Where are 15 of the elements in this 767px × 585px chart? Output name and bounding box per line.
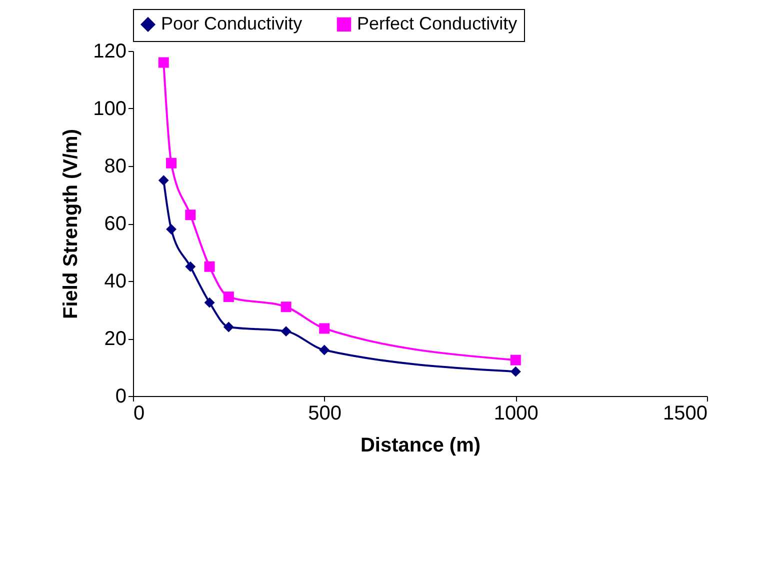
x-tick-label: 500 [308,402,342,424]
y-tick-label: 40 [104,270,126,292]
y-tick-label: 60 [104,213,126,235]
legend-label: Perfect Conductivity [357,13,518,34]
x-tick-label: 1500 [663,402,708,424]
x-axis-title: Distance (m) [360,434,481,456]
y-tick-label: 0 [115,386,126,408]
y-tick-label: 80 [104,156,126,178]
x-tick-label: 0 [134,402,145,424]
y-axis-title: Field Strength (V/m) [60,129,82,319]
x-tick-label: 1000 [494,402,538,424]
y-tick-label: 20 [104,328,126,350]
y-tick-label: 100 [93,98,126,120]
y-tick-label: 120 [93,40,126,62]
legend-label: Poor Conductivity [161,13,302,34]
